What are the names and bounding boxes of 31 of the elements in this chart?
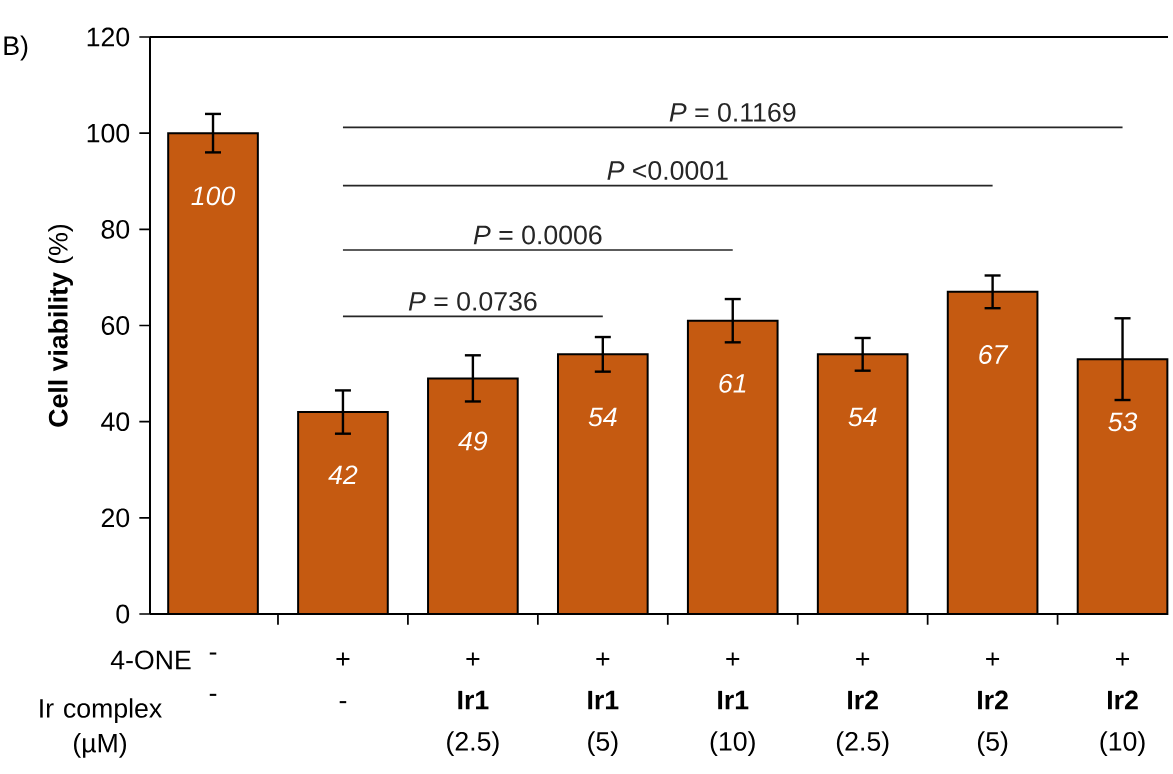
- y-tick-label: 40: [101, 412, 130, 432]
- y-tick-label: 80: [101, 219, 130, 239]
- category-label: - -: [209, 652, 217, 696]
- data-label: 53: [1108, 412, 1138, 432]
- annotation: P = 0.0736: [408, 291, 537, 311]
- category-label: + -: [336, 652, 350, 704]
- y-tick-label: 100: [87, 123, 130, 143]
- data-label: 100: [191, 186, 236, 206]
- text: B): [4, 35, 28, 61]
- data-label: 61: [719, 373, 746, 393]
- data-label: 42: [328, 465, 358, 485]
- y-tick-label: 120: [87, 27, 130, 47]
- annotation: P = 0.0006: [473, 225, 602, 245]
- data-label: 67: [979, 345, 1009, 364]
- x-tick-label: + Ir2 (2.5): [836, 652, 889, 757]
- y-tick-label: 0: [116, 604, 130, 624]
- data-label: 54: [588, 407, 617, 427]
- text: Ir complex (µM): [40, 698, 162, 758]
- data-label: 54: [848, 407, 877, 427]
- x-tick-label: + Ir1 (5): [588, 652, 619, 757]
- annotation: P <0.0001: [607, 161, 728, 180]
- x-tick-label: + Ir2 (10): [1100, 652, 1145, 757]
- y-tick-label: 20: [101, 508, 130, 528]
- annotation: P = 0.1169: [669, 102, 796, 122]
- data-label: 49: [458, 431, 488, 451]
- x-tick-label: + Ir1 (2.5): [447, 652, 499, 757]
- x-tick-label: + Ir1 (10): [710, 652, 755, 757]
- text: 4-ONE: [110, 650, 191, 670]
- x-tick-label: + Ir2 (5): [977, 652, 1008, 757]
- y-axis-title: Cell viability (%): [48, 224, 73, 427]
- y-tick-label: 60: [101, 316, 130, 335]
